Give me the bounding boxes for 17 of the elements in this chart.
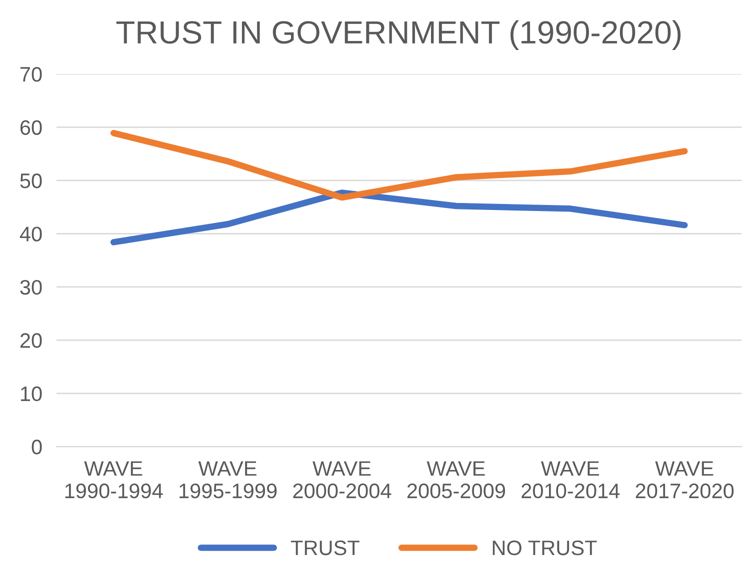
legend-label: NO TRUST [492,540,597,556]
y-tick-label: 60 [20,120,42,135]
y-tick-label: 30 [20,280,42,295]
y-tick-label: 10 [21,386,42,402]
legend-label: TRUST [290,540,360,556]
y-tick-label: 20 [20,333,42,348]
x-tick-label: WAVE 2005-2009 [407,461,506,498]
y-tick-label: 40 [20,226,42,242]
y-tick-label: 50 [20,173,42,188]
x-tick-label: WAVE 2010-2014 [522,461,620,498]
x-tick-label: WAVE 2017-2020 [636,461,734,498]
x-tick-label: WAVE 1990-1994 [65,461,163,498]
y-tick-label: 0 [32,440,42,454]
x-tick-label: WAVE 1995-1999 [180,461,277,498]
chart-title: TRUST IN GOVERNMENT (1990-2020) [116,20,681,50]
x-tick-label: WAVE 2000-2004 [293,461,392,498]
y-tick-label: 70 [20,66,42,82]
